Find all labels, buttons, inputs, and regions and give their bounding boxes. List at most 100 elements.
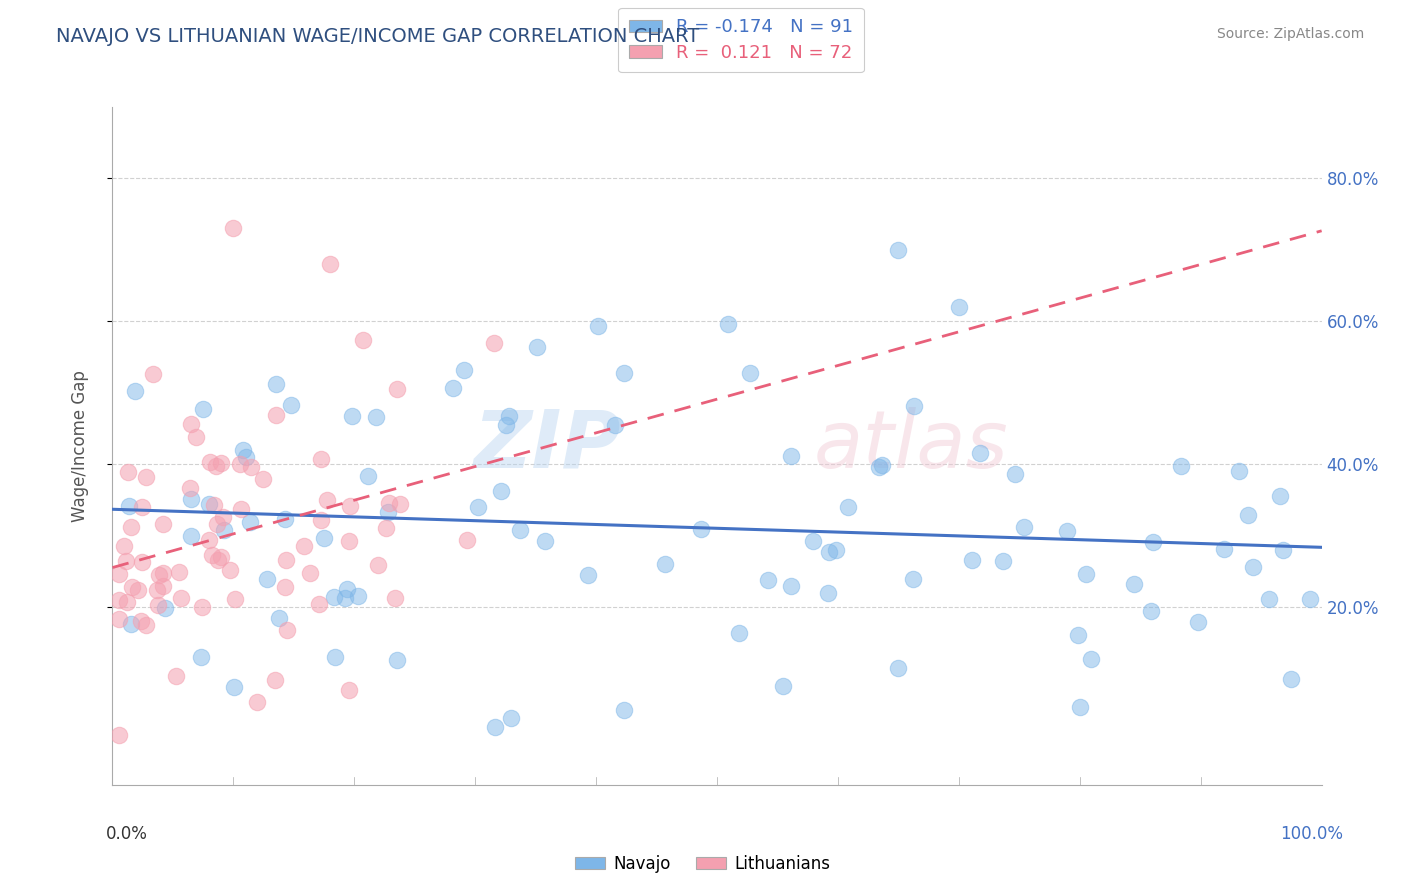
Point — [456, 533, 478, 547]
Point — [1122, 577, 1144, 591]
Point — [1279, 672, 1302, 686]
Point — [115, 594, 138, 608]
Point — [817, 586, 839, 600]
Point — [1237, 508, 1260, 522]
Point — [201, 549, 224, 563]
Point — [153, 600, 176, 615]
Point — [501, 711, 523, 725]
Point — [962, 553, 984, 567]
Point — [252, 472, 274, 486]
Point — [246, 695, 269, 709]
Point — [887, 243, 910, 257]
Point — [112, 539, 135, 553]
Point — [689, 522, 711, 536]
Point — [340, 409, 363, 423]
Point — [534, 533, 557, 548]
Point — [107, 728, 129, 742]
Point — [193, 401, 215, 416]
Point — [135, 618, 157, 632]
Point — [107, 593, 129, 607]
Point — [526, 340, 548, 354]
Point — [308, 597, 330, 611]
Point — [1139, 604, 1161, 618]
Point — [613, 366, 636, 380]
Point — [323, 650, 346, 665]
Text: 0.0%: 0.0% — [105, 825, 148, 843]
Point — [131, 500, 153, 514]
Point — [1212, 542, 1234, 557]
Point — [179, 481, 201, 495]
Point — [269, 610, 291, 624]
Point — [239, 459, 262, 474]
Point — [120, 520, 142, 534]
Point — [969, 446, 991, 460]
Point — [868, 459, 890, 474]
Point — [388, 497, 411, 511]
Point — [131, 555, 153, 569]
Point — [509, 524, 531, 538]
Point — [498, 409, 520, 423]
Point — [180, 491, 202, 506]
Point — [1074, 567, 1097, 582]
Point — [576, 567, 599, 582]
Point — [339, 499, 361, 513]
Point — [903, 399, 925, 413]
Point — [264, 408, 287, 422]
Point — [180, 529, 202, 543]
Point — [205, 459, 228, 474]
Point — [356, 469, 378, 483]
Point — [717, 318, 740, 332]
Point — [441, 381, 464, 395]
Point — [280, 398, 302, 412]
Point — [801, 534, 824, 549]
Point — [1299, 592, 1322, 607]
Point — [198, 497, 221, 511]
Point — [209, 550, 232, 565]
Point — [127, 583, 149, 598]
Point — [212, 510, 235, 524]
Point — [129, 614, 152, 628]
Point — [212, 523, 235, 537]
Point — [453, 363, 475, 377]
Point — [292, 539, 315, 553]
Point — [273, 512, 295, 526]
Point — [198, 454, 221, 468]
Point — [107, 567, 129, 582]
Point — [299, 566, 322, 581]
Point — [613, 703, 636, 717]
Point — [322, 590, 344, 604]
Point — [135, 470, 157, 484]
Point — [491, 484, 513, 499]
Point — [1257, 591, 1279, 606]
Point — [837, 500, 859, 515]
Point — [316, 492, 339, 507]
Point — [1067, 628, 1090, 642]
Point — [1227, 464, 1250, 478]
Point — [256, 572, 278, 586]
Point — [314, 531, 336, 545]
Point — [605, 418, 627, 433]
Point — [229, 457, 252, 471]
Point — [337, 534, 360, 549]
Point — [1170, 458, 1192, 473]
Point — [180, 417, 202, 431]
Point — [207, 516, 229, 531]
Point — [232, 442, 254, 457]
Point — [1268, 489, 1291, 503]
Point — [309, 513, 332, 527]
Point — [586, 318, 609, 333]
Point — [817, 544, 839, 558]
Point — [165, 669, 187, 683]
Point — [1142, 535, 1164, 549]
Point — [780, 579, 803, 593]
Point — [152, 517, 174, 532]
Point — [115, 554, 138, 568]
Point — [191, 599, 214, 614]
Point — [198, 533, 221, 547]
Point — [202, 499, 225, 513]
Point — [121, 580, 143, 594]
Point — [107, 612, 129, 626]
Point — [779, 449, 801, 463]
Point — [1056, 524, 1078, 538]
Point — [1241, 560, 1264, 574]
